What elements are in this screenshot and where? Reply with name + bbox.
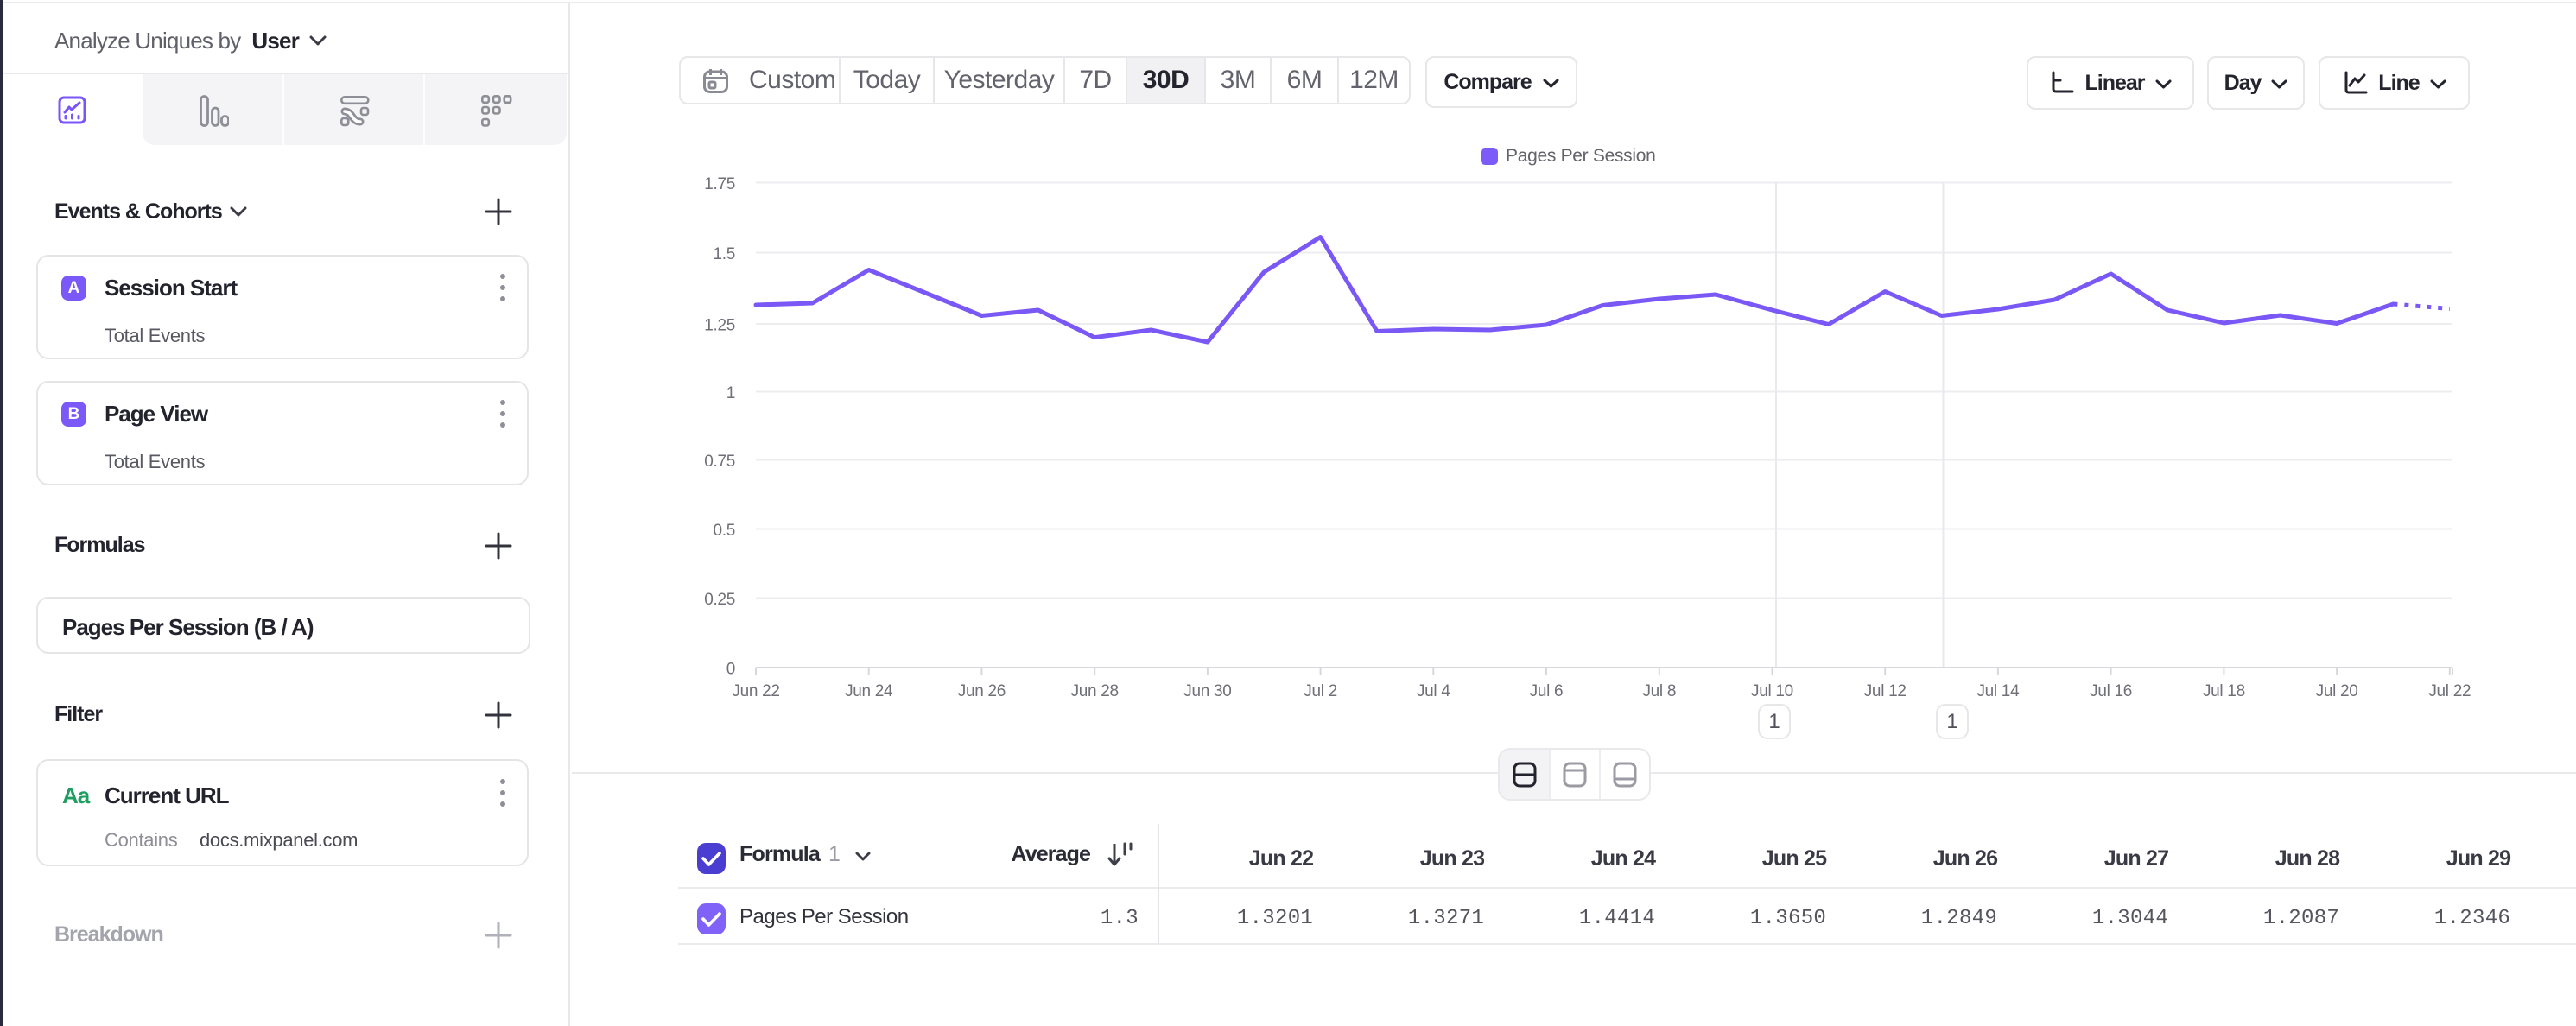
svg-text:1.5: 1.5: [713, 245, 735, 263]
svg-text:0.5: 0.5: [713, 522, 735, 540]
svg-text:Jul 14: Jul 14: [1976, 682, 2020, 700]
svg-text:Jul 16: Jul 16: [2090, 682, 2132, 700]
svg-text:1.25: 1.25: [704, 317, 735, 335]
svg-text:1.75: 1.75: [704, 175, 735, 193]
svg-text:Jul 8: Jul 8: [1642, 682, 1676, 700]
svg-text:Jun 22: Jun 22: [732, 682, 779, 700]
svg-text:Jun 26: Jun 26: [958, 682, 1006, 700]
svg-text:Jun 30: Jun 30: [1183, 682, 1231, 700]
svg-text:0.75: 0.75: [704, 453, 735, 471]
svg-text:1: 1: [1946, 710, 1957, 733]
svg-text:Jul 20: Jul 20: [2316, 682, 2358, 700]
svg-text:Jun 28: Jun 28: [1071, 682, 1119, 700]
svg-text:1: 1: [726, 384, 735, 402]
svg-text:0.25: 0.25: [704, 591, 735, 609]
svg-text:Jul 6: Jul 6: [1530, 682, 1564, 700]
svg-text:Jul 12: Jul 12: [1864, 682, 1907, 700]
svg-text:Jul 10: Jul 10: [1751, 682, 1793, 700]
svg-text:Jul 18: Jul 18: [2203, 682, 2245, 700]
svg-text:Jul 22: Jul 22: [2428, 682, 2471, 700]
svg-text:Jul 4: Jul 4: [1417, 682, 1450, 700]
svg-text:0: 0: [726, 661, 735, 679]
svg-text:1: 1: [1768, 710, 1780, 733]
svg-text:Jul 2: Jul 2: [1304, 682, 1337, 700]
svg-text:Jun 24: Jun 24: [845, 682, 893, 700]
